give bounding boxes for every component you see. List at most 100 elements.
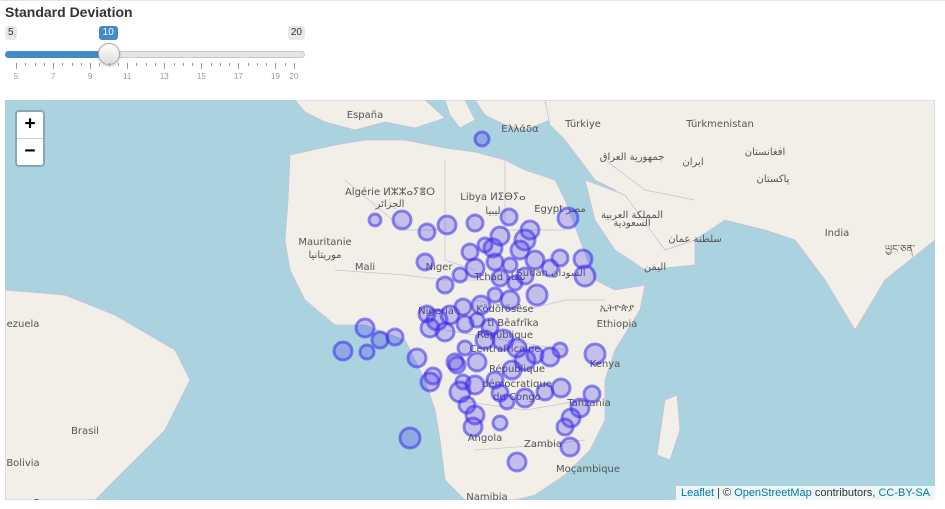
slider-tick [266, 63, 268, 66]
osm-link[interactable]: OpenStreetMap [734, 487, 812, 499]
map-place-label: المملكة العربية [601, 210, 663, 221]
observation-circle-marker[interactable] [464, 257, 486, 279]
observation-circle-marker[interactable] [466, 351, 488, 373]
leaflet-map[interactable]: España Ελλάδα Türkiye Türkmenistan جمهورية ا… [5, 100, 935, 500]
observation-circle-marker[interactable] [573, 264, 597, 288]
observation-circle-marker[interactable] [559, 436, 581, 458]
observation-circle-marker[interactable] [474, 329, 496, 351]
observation-circle-marker[interactable] [470, 294, 492, 316]
slider-tick [247, 63, 249, 66]
observation-circle-marker[interactable] [436, 214, 458, 236]
observation-circle-marker[interactable] [550, 377, 572, 399]
observation-circle-marker[interactable] [501, 256, 519, 274]
observation-circle-marker[interactable] [551, 341, 569, 359]
observation-circle-marker[interactable] [367, 212, 383, 228]
observation-circle-marker[interactable] [482, 237, 504, 259]
observation-circle-marker[interactable] [491, 414, 509, 432]
slider-tick-label: 15 [196, 72, 206, 81]
observation-circle-marker[interactable] [582, 384, 602, 404]
map-tiles: España Ελλάδα Türkiye Türkmenistan جمهورية ا… [5, 100, 935, 500]
slider-ticks: 5 7 9 11 13 15 17 19 20 [5, 63, 305, 83]
observation-circle-marker[interactable] [525, 345, 545, 365]
license-link[interactable]: CC-BY-SA [878, 487, 930, 499]
observation-circle-marker[interactable] [486, 286, 504, 304]
observation-circle-marker[interactable] [506, 451, 528, 473]
observation-circle-marker[interactable] [332, 340, 354, 362]
observation-circle-marker[interactable] [451, 266, 469, 284]
slider-min-label: 5 [5, 26, 17, 40]
observation-circle-marker[interactable] [406, 347, 428, 369]
observation-circle-marker[interactable] [434, 321, 456, 343]
observation-circle-marker[interactable] [391, 209, 413, 231]
observation-circle-marker[interactable] [398, 426, 422, 450]
map-place-label: السعودية [613, 218, 650, 229]
observation-circle-marker[interactable] [358, 343, 376, 361]
observation-circle-marker[interactable] [513, 228, 537, 252]
observation-circle-marker[interactable] [354, 317, 376, 339]
map-attribution: Leaflet | © OpenStreetMap contributors, … [675, 486, 935, 500]
observation-circle-marker[interactable] [572, 248, 594, 270]
slider-tick [275, 63, 277, 69]
map-place-label: سلطنة عمان [668, 234, 722, 245]
observation-circle-marker[interactable] [514, 387, 536, 409]
observation-circle-marker[interactable] [583, 342, 607, 366]
observation-circle-marker[interactable] [555, 417, 575, 437]
slider-tick [201, 63, 203, 69]
zoom-in-button[interactable]: + [17, 112, 43, 139]
observation-circle-marker[interactable] [435, 275, 455, 295]
slider-tick [25, 63, 27, 66]
slider-tick [229, 63, 231, 66]
observation-circle-marker[interactable] [499, 289, 521, 311]
observation-circle-marker[interactable] [556, 206, 580, 230]
slider-tick-label: 20 [289, 72, 299, 81]
attribution-separator: | © [714, 487, 735, 499]
observation-circle-marker[interactable] [540, 258, 560, 278]
observation-circle-marker[interactable] [415, 252, 435, 272]
slider-tick [219, 63, 221, 66]
slider-tick-label: 7 [50, 72, 56, 81]
observation-circle-marker[interactable] [515, 266, 535, 286]
slider-tick [80, 63, 82, 66]
observation-circle-marker[interactable] [462, 416, 484, 438]
observation-circle-marker[interactable] [535, 382, 555, 402]
observation-circle-marker[interactable] [490, 268, 510, 288]
observation-circle-marker[interactable] [485, 252, 505, 272]
observation-circle-marker[interactable] [465, 213, 485, 233]
map-place-label: Ελλάδα [501, 123, 539, 135]
observation-circle-marker[interactable] [473, 130, 491, 148]
observation-circle-marker[interactable] [501, 359, 523, 381]
map-place-label: Paraguay [34, 498, 81, 500]
slider-value-label: 10 [98, 26, 118, 40]
slider-tick [136, 63, 138, 66]
map-place-label: Türkiye [564, 119, 601, 130]
observation-circle-marker[interactable] [417, 222, 437, 242]
slider-tick [164, 63, 166, 69]
leaflet-link[interactable]: Leaflet [680, 487, 714, 499]
slider-tick [34, 63, 36, 66]
observation-circle-marker[interactable] [490, 383, 510, 403]
map-place-label: Mauritanie [298, 237, 351, 248]
slider-tick-label: 19 [271, 72, 280, 81]
slider-tick [145, 63, 147, 66]
zoom-control: + − [15, 110, 45, 167]
slider-handle[interactable] [97, 43, 120, 65]
observation-circle-marker[interactable] [499, 207, 519, 227]
observation-circle-marker[interactable] [423, 366, 443, 386]
observation-circle-marker[interactable] [419, 317, 441, 339]
observation-circle-marker[interactable] [524, 249, 546, 271]
observation-circle-marker[interactable] [385, 327, 405, 347]
observation-circle-marker[interactable] [456, 339, 474, 357]
slider-tick-label: 13 [159, 72, 169, 81]
observation-circle-marker[interactable] [370, 330, 390, 350]
standard-deviation-slider[interactable]: 5 10 20 5 7 9 11 13 15 17 19 20 [5, 26, 305, 86]
map-place-label: España [347, 110, 383, 121]
map-place-label: Egypt مصر [534, 204, 586, 215]
observation-circle-marker[interactable] [525, 283, 549, 307]
map-place-label: Brasil [71, 426, 99, 437]
observation-circle-marker[interactable] [454, 373, 472, 391]
observation-circle-marker[interactable] [447, 355, 467, 375]
map-place-label: ایران [682, 157, 703, 168]
map-place-label: افغانستان [745, 147, 786, 158]
map-place-label: Türkmenistan [685, 119, 754, 130]
zoom-out-button[interactable]: − [24, 140, 36, 161]
